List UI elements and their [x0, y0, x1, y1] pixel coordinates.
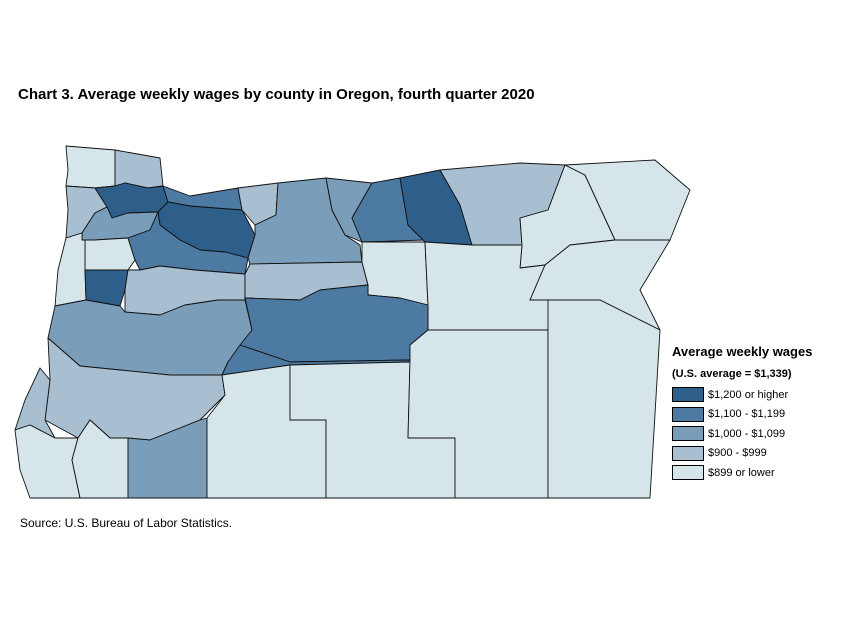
legend: Average weekly wages (U.S. average = $1,…: [672, 344, 862, 483]
county-malheur: [547, 299, 661, 499]
chart-title: Chart 3. Average weekly wages by county …: [18, 86, 535, 103]
legend-swatch: [672, 406, 704, 422]
county-benton: [84, 269, 129, 307]
legend-swatch: [672, 426, 704, 442]
county-baker: [529, 239, 671, 331]
source-note: Source: U.S. Bureau of Labor Statistics.: [20, 516, 233, 530]
county-columbia: [114, 149, 164, 189]
legend-label: $900 - $999: [708, 447, 767, 460]
legend-label: $1,000 - $1,099: [708, 427, 786, 440]
county-lincoln: [54, 232, 87, 307]
legend-item: $899 or lower: [672, 463, 862, 483]
county-clatsop: [65, 145, 116, 189]
county-josephine: [71, 419, 129, 499]
legend-title: Average weekly wages: [672, 344, 813, 359]
county-polk: [84, 237, 136, 271]
legend-label: $1,200 or higher: [708, 388, 789, 401]
legend-label: $1,100 - $1,199: [708, 408, 786, 421]
legend-item: $1,000 - $1,099: [672, 424, 862, 444]
legend-label: $899 or lower: [708, 466, 775, 479]
county-curry: [14, 424, 81, 499]
legend-swatch: [672, 387, 704, 403]
legend-item: $900 - $999: [672, 444, 862, 464]
legend-swatch: [672, 445, 704, 461]
legend-swatch: [672, 465, 704, 481]
legend-item: $1,200 or higher: [672, 385, 862, 405]
legend-item: $1,100 - $1,199: [672, 405, 862, 425]
legend-subtitle: (U.S. average = $1,339): [672, 368, 792, 380]
